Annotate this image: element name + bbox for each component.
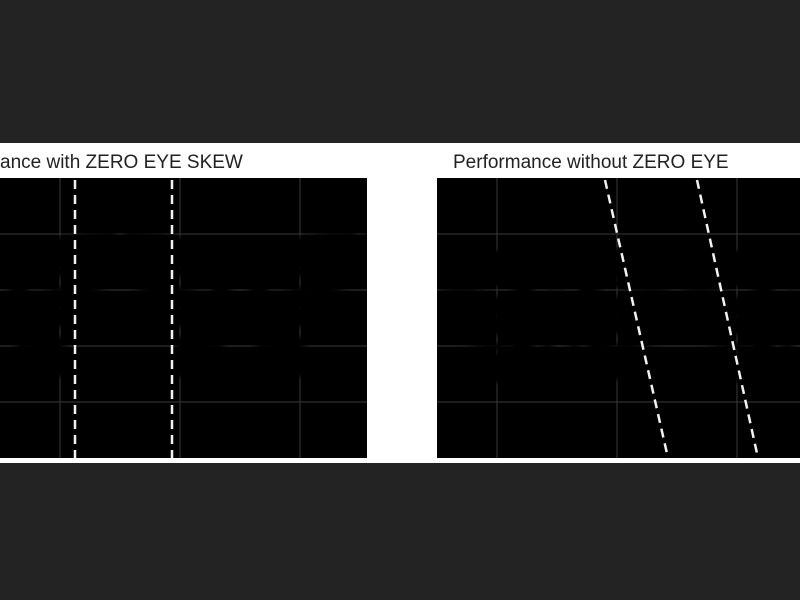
eye-diagram-left (0, 178, 367, 458)
panel-title: ance with ZERO EYE SKEW (0, 152, 243, 173)
eye-diagram-right (437, 178, 800, 459)
panel-title: Performance without ZERO EYE (453, 152, 729, 173)
